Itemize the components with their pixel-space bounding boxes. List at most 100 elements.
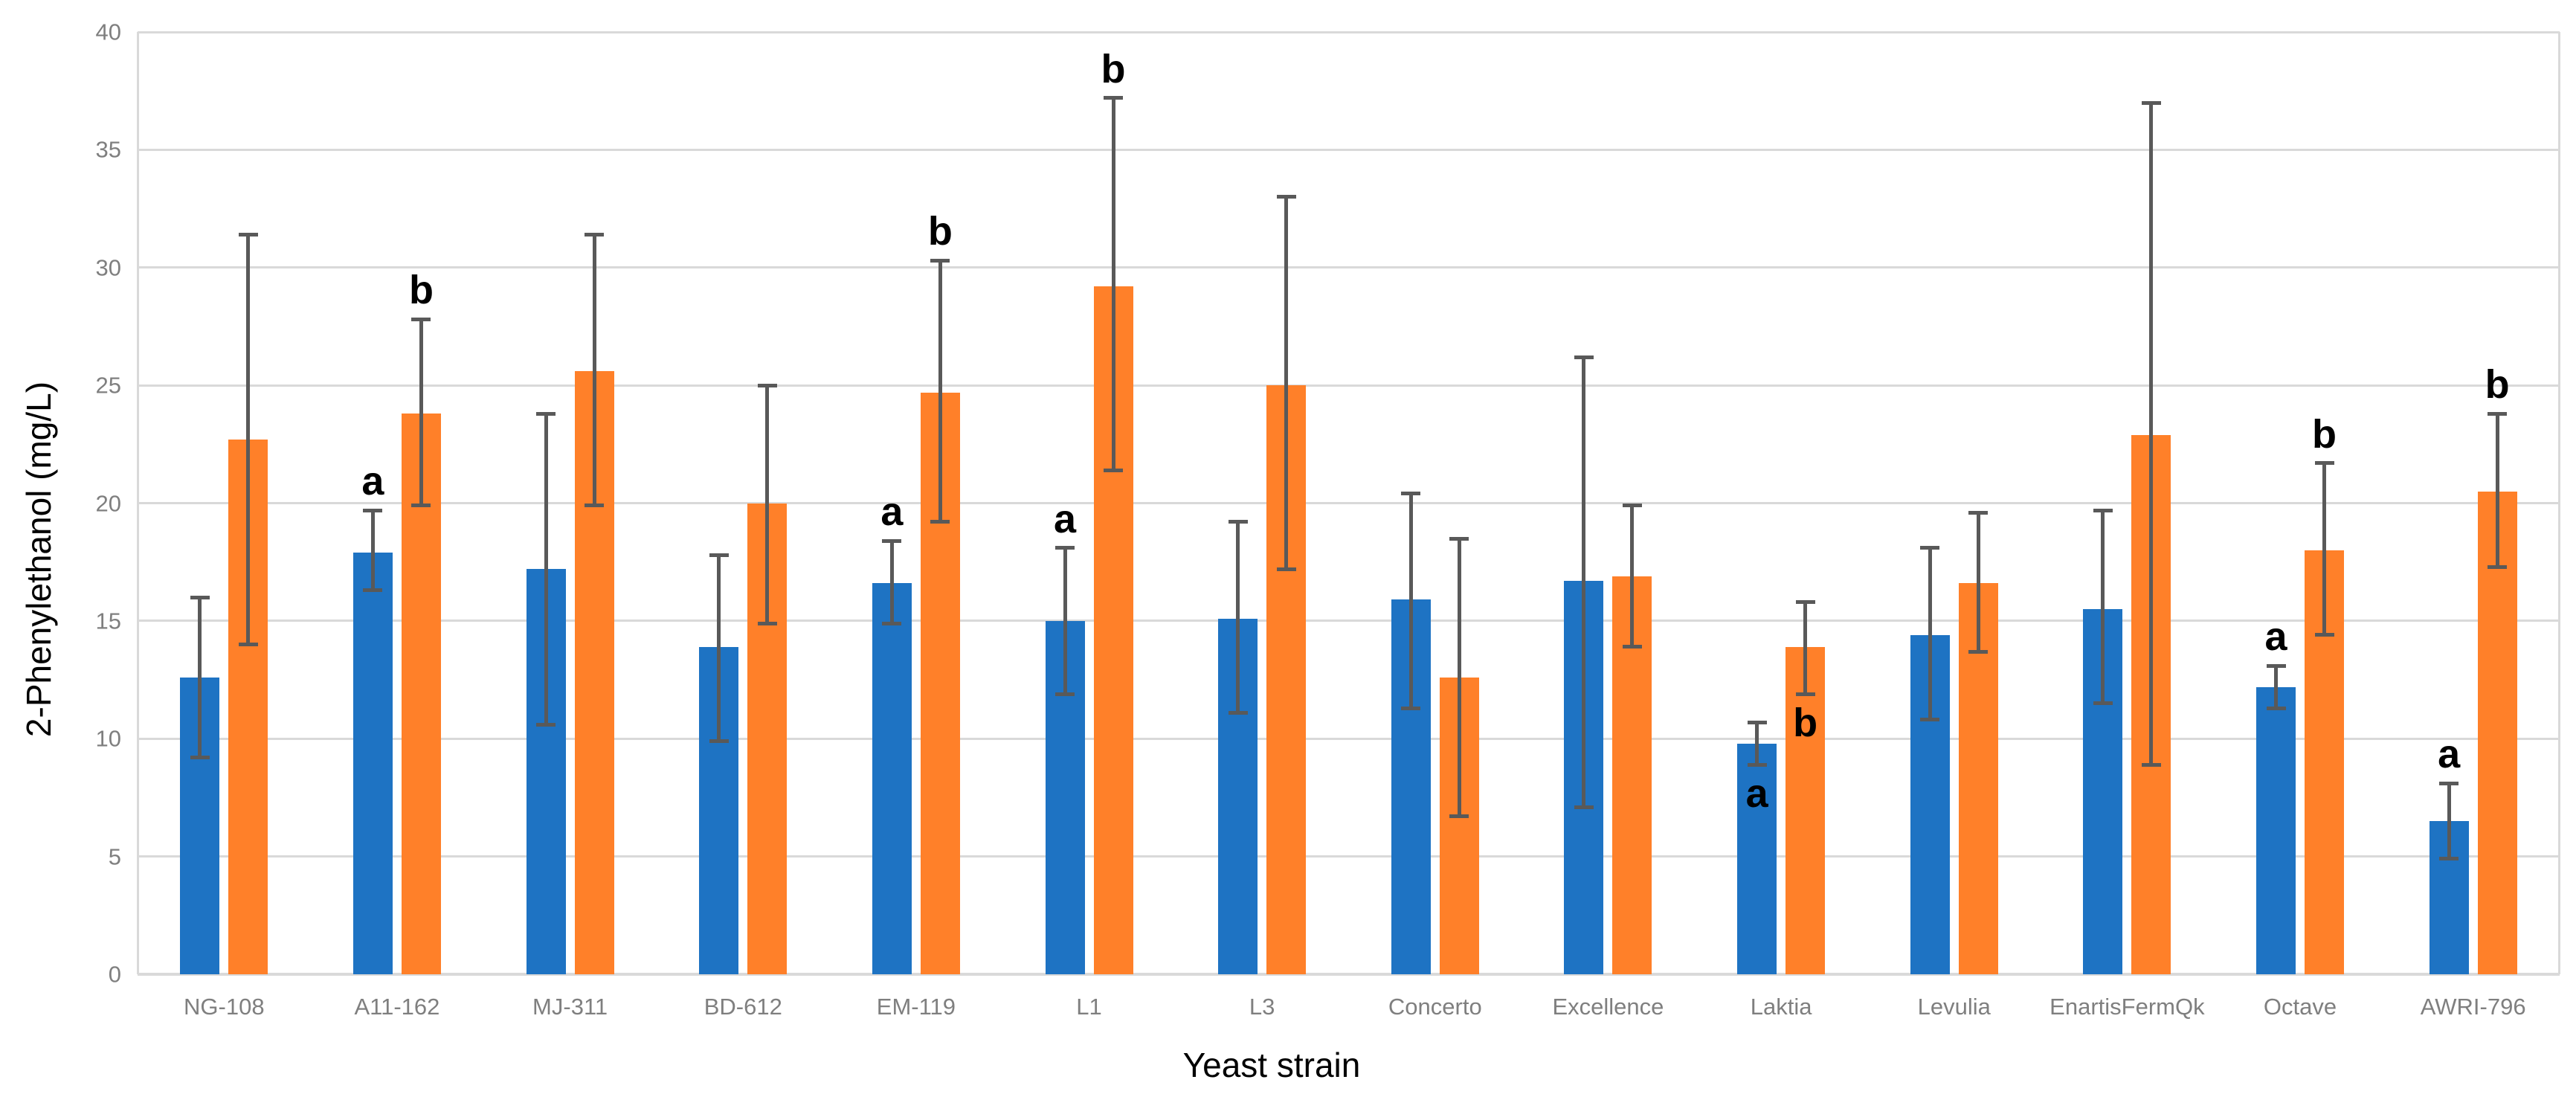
error-bar-Octave-orange [2322, 463, 2327, 635]
y-tick-label-40: 40 [95, 19, 121, 45]
y-tick-label-5: 5 [108, 843, 121, 870]
sig-letter-Laktia-orange: b [1793, 701, 1818, 746]
error-cap-top-Laktia-orange [1795, 600, 1815, 605]
error-bar-Levulia-blue [1928, 547, 1932, 720]
error-bar-L1-orange [1111, 97, 1115, 471]
sig-letter-L1-orange: b [1101, 46, 1126, 91]
error-bar-BD-612-blue [717, 555, 721, 741]
error-bar-MJ-311-blue [544, 414, 548, 725]
error-cap-bottom-Excellence-blue [1574, 805, 1594, 809]
error-cap-bottom-EnartisFermQk-orange [2141, 762, 2161, 767]
error-cap-top-AWRI-796-orange [2488, 411, 2508, 416]
error-cap-bottom-Concerto-blue [1401, 706, 1421, 710]
error-cap-bottom-L3-blue [1228, 710, 1248, 715]
error-cap-bottom-BD-612-orange [757, 621, 777, 625]
error-bar-NG-108-blue [198, 597, 202, 758]
sig-letter-EM-119-blue: a [880, 489, 904, 535]
error-bar-Excellence-orange [1630, 505, 1635, 647]
error-cap-top-Excellence-blue [1574, 355, 1594, 359]
error-bar-AWRI-796-orange [2495, 414, 2499, 567]
bar-Laktia-orange [1786, 646, 1826, 974]
y-tick-label-25: 25 [95, 372, 121, 399]
error-cap-bottom-A11-162-blue [363, 588, 383, 593]
error-bar-Excellence-blue [1582, 357, 1586, 808]
category-label-EnartisFermQk: EnartisFermQk [2049, 994, 2205, 1020]
error-cap-top-MJ-311-orange [585, 232, 605, 237]
error-cap-top-Concerto-orange [1449, 536, 1469, 541]
error-cap-bottom-L1-blue [1055, 692, 1075, 696]
error-bar-BD-612-orange [765, 385, 770, 624]
error-cap-top-L1-blue [1055, 546, 1075, 550]
error-cap-top-Concerto-blue [1401, 492, 1421, 496]
error-cap-bottom-L1-orange [1104, 468, 1124, 472]
error-cap-bottom-Octave-blue [2266, 706, 2286, 710]
error-cap-top-EM-119-blue [882, 538, 902, 543]
error-bar-AWRI-796-blue [2447, 783, 2451, 859]
sig-letter-L1-blue: a [1054, 496, 1077, 541]
bar-Octave-blue [2256, 686, 2296, 974]
error-cap-bottom-Concerto-orange [1449, 814, 1469, 819]
error-cap-top-Excellence-orange [1622, 503, 1642, 508]
category-label-Excellence: Excellence [1552, 994, 1664, 1020]
error-cap-top-MJ-311-blue [536, 411, 556, 416]
error-cap-top-Laktia-blue [1747, 720, 1767, 724]
error-cap-bottom-EM-119-blue [882, 621, 902, 625]
error-cap-bottom-NG-108-orange [238, 643, 258, 647]
error-cap-top-L3-blue [1228, 520, 1248, 524]
error-cap-bottom-AWRI-796-blue [2439, 857, 2459, 861]
sig-letter-Laktia-blue: a [1745, 771, 1768, 817]
error-bar-Concerto-orange [1457, 538, 1461, 817]
error-cap-bottom-AWRI-796-orange [2488, 564, 2508, 569]
error-bar-EM-119-blue [889, 541, 894, 624]
error-cap-bottom-BD-612-blue [709, 739, 729, 743]
y-tick-label-20: 20 [95, 490, 121, 516]
error-bar-MJ-311-orange [592, 234, 596, 506]
error-cap-top-L3-orange [1276, 195, 1296, 199]
error-bar-L3-orange [1284, 196, 1289, 570]
error-cap-bottom-Laktia-blue [1747, 762, 1767, 767]
error-bar-NG-108-orange [246, 234, 251, 645]
error-cap-bottom-EM-119-orange [930, 520, 950, 524]
error-bar-A11-162-blue [370, 510, 375, 591]
category-label-Octave: Octave [2263, 994, 2337, 1020]
error-bar-L1-blue [1063, 547, 1067, 695]
sig-letter-Octave-blue: a [2264, 614, 2287, 660]
category-label-BD-612: BD-612 [703, 994, 782, 1020]
category-label-Levulia: Levulia [1917, 994, 1991, 1020]
category-label-MJ-311: MJ-311 [532, 994, 608, 1020]
error-cap-top-Levulia-orange [1968, 510, 1989, 515]
error-cap-bottom-Levulia-orange [1968, 649, 1989, 654]
category-label-Laktia: Laktia [1750, 994, 1812, 1020]
gridline-y-10 [138, 737, 2560, 740]
error-cap-top-BD-612-orange [757, 383, 777, 387]
sig-letter-EM-119-orange: b [927, 209, 953, 254]
error-cap-top-BD-612-blue [709, 553, 729, 557]
error-cap-bottom-Laktia-orange [1795, 692, 1815, 696]
y-tick-label-10: 10 [95, 725, 121, 752]
error-cap-bottom-Excellence-orange [1622, 645, 1642, 649]
category-label-Concerto: Concerto [1388, 994, 1482, 1020]
error-cap-bottom-MJ-311-blue [536, 722, 556, 727]
error-cap-top-Levulia-blue [1920, 546, 1940, 550]
error-cap-top-EM-119-orange [930, 258, 950, 263]
error-cap-bottom-Levulia-blue [1920, 718, 1940, 722]
error-cap-top-A11-162-blue [363, 508, 383, 512]
error-cap-top-A11-162-orange [411, 317, 431, 321]
sig-letter-A11-162-orange: b [408, 268, 434, 313]
error-bar-Levulia-orange [1976, 512, 1980, 652]
category-label-AWRI-796: AWRI-796 [2420, 994, 2526, 1020]
error-cap-top-Octave-blue [2266, 663, 2286, 668]
error-bar-A11-162-orange [419, 319, 423, 506]
error-bar-Laktia-blue [1755, 722, 1759, 765]
category-label-L3: L3 [1249, 994, 1275, 1020]
category-label-EM-119: EM-119 [876, 994, 956, 1020]
error-cap-bottom-MJ-311-orange [585, 503, 605, 508]
error-bar-Concerto-blue [1408, 493, 1413, 709]
bar-A11-162-blue [352, 553, 393, 974]
gridline-y-40 [138, 30, 2560, 33]
error-cap-bottom-EnartisFermQk-blue [2093, 701, 2113, 706]
sig-letter-Octave-orange: b [2312, 411, 2337, 457]
x-axis-title: Yeast strain [1182, 1046, 1361, 1084]
error-cap-top-Octave-orange [2314, 461, 2334, 466]
